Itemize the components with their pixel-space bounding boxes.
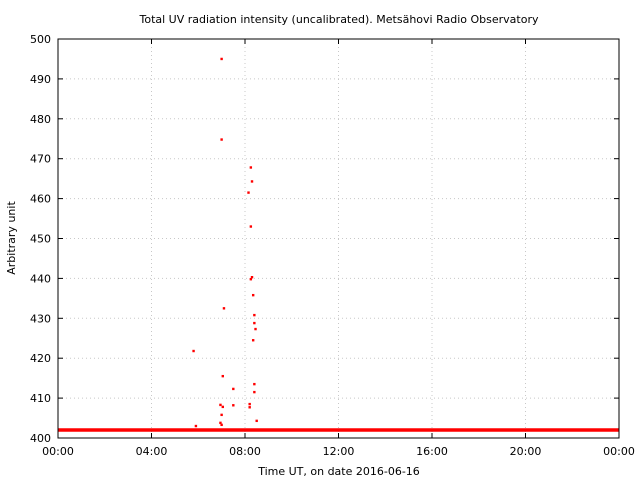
x-tick-label: 00:00	[42, 445, 74, 458]
data-point	[253, 382, 256, 386]
y-tick-label: 410	[30, 392, 51, 405]
data-point	[221, 405, 224, 409]
data-point	[247, 191, 250, 194]
x-tick-label: 12:00	[323, 445, 355, 458]
x-tick-label: 08:00	[229, 445, 261, 458]
data-point	[253, 313, 256, 317]
data-point	[251, 339, 255, 342]
y-tick-label: 480	[30, 113, 51, 126]
tick-layer: 400 410 420 430 440 450 460 470 480 490 500 00:00 04…	[30, 33, 635, 458]
data-layer	[58, 57, 619, 432]
data-point	[194, 424, 198, 428]
y-tick-label: 440	[30, 272, 51, 285]
y-tick-label: 430	[30, 312, 51, 325]
x-tick-label: 04:00	[136, 445, 168, 458]
x-tick-label: 00:00	[603, 445, 635, 458]
data-point	[219, 421, 222, 425]
data-point	[219, 403, 222, 407]
y-tick-label: 450	[30, 233, 51, 246]
y-tick-label: 460	[30, 193, 51, 206]
data-point	[250, 180, 254, 183]
data-point	[251, 293, 255, 297]
data-point	[192, 349, 195, 353]
x-axis-label: Time UT, on date 2016-06-16	[257, 465, 420, 478]
data-point	[253, 390, 256, 394]
grid-layer	[58, 39, 619, 438]
data-point	[254, 327, 257, 331]
data-point	[221, 374, 224, 378]
data-point	[232, 387, 235, 391]
data-point	[249, 225, 253, 228]
data-point	[249, 277, 253, 281]
x-tick-label: 16:00	[416, 445, 448, 458]
data-point	[222, 307, 226, 310]
y-tick-label: 500	[30, 33, 51, 46]
data-point	[220, 138, 223, 141]
y-tick-label: 470	[30, 153, 51, 166]
data-point	[220, 413, 223, 417]
x-tick-label: 20:00	[510, 445, 542, 458]
data-point	[255, 419, 258, 423]
y-tick-label: 420	[30, 352, 51, 365]
data-point	[248, 406, 251, 409]
data-point	[250, 276, 254, 279]
y-tick-label: 490	[30, 73, 51, 86]
data-point	[220, 423, 223, 427]
data-point	[248, 402, 251, 406]
y-axis-label: Arbitrary unit	[5, 201, 18, 275]
data-point	[220, 57, 223, 61]
data-point	[249, 166, 253, 169]
data-point	[253, 321, 256, 325]
y-tick-label: 400	[30, 432, 51, 445]
data-point	[232, 404, 235, 407]
chart-title: Total UV radiation intensity (uncalibrat…	[139, 13, 539, 26]
